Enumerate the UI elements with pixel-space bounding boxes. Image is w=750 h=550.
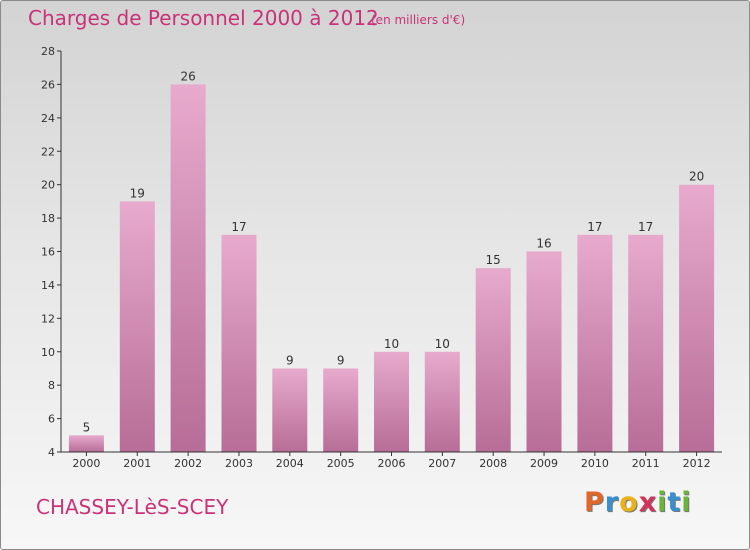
- bar-value-label: 20: [689, 170, 704, 184]
- x-tick-label: 2011: [632, 457, 660, 470]
- bar-value-label: 9: [286, 354, 294, 368]
- logo-letter: i: [657, 487, 668, 518]
- x-tick-label: 2010: [581, 457, 609, 470]
- x-tick-label: 2004: [276, 457, 304, 470]
- y-tick-label: 22: [41, 145, 55, 158]
- y-tick-label: 4: [48, 446, 55, 459]
- bar: [374, 351, 409, 453]
- bar: [221, 234, 257, 452]
- bar: [424, 351, 460, 453]
- logo-letter: P: [584, 487, 605, 518]
- bar: [526, 251, 562, 452]
- axes-group: 2000 2001 2002 2003 2004 2005 2006 2007 2008 2009…: [41, 45, 722, 470]
- x-tick-label: 2002: [174, 457, 202, 470]
- y-tick-label: 26: [41, 78, 55, 91]
- y-tick-label: 16: [41, 246, 55, 259]
- y-tick-label: 12: [41, 312, 55, 325]
- y-tick-label: 24: [41, 112, 55, 125]
- logo-letter: o: [619, 487, 639, 518]
- logo-letter: x: [638, 487, 658, 518]
- logo-letter: r: [604, 487, 620, 518]
- logo-letter: t: [667, 487, 682, 518]
- x-tick-label: 2007: [428, 457, 456, 470]
- chart-title: Charges de Personnel 2000 à 2012: [28, 6, 379, 30]
- bar: [577, 234, 613, 452]
- bar-value-label: 26: [180, 69, 195, 83]
- x-tick-label: 2001: [123, 457, 151, 470]
- bar: [170, 84, 206, 453]
- bar-value-label: 9: [337, 354, 345, 368]
- bar-value-label: 16: [536, 237, 551, 251]
- y-tick-label: 28: [41, 45, 55, 58]
- proxiti-logo: Proxiti: [584, 487, 692, 518]
- bar: [679, 184, 715, 452]
- bar-value-label: 10: [435, 337, 450, 351]
- bar: [272, 368, 308, 452]
- bar: [323, 368, 359, 452]
- y-tick-label: 6: [48, 413, 55, 426]
- x-tick-label: 2008: [479, 457, 507, 470]
- bar-value-label: 17: [638, 220, 653, 234]
- bar-value-label: 15: [486, 253, 501, 267]
- x-tick-label: 2006: [378, 457, 406, 470]
- y-tick-label: 8: [48, 379, 55, 392]
- bar-value-label: 17: [231, 220, 246, 234]
- x-tick-label: 2003: [225, 457, 253, 470]
- bar: [628, 234, 664, 452]
- x-tick-label: 2009: [530, 457, 558, 470]
- bar-value-label: 19: [130, 186, 145, 200]
- y-tick-label: 14: [41, 279, 55, 292]
- bar: [475, 268, 511, 452]
- y-tick-label: 10: [41, 346, 55, 359]
- bar-value-label: 17: [587, 220, 602, 234]
- y-tick-label: 18: [41, 212, 55, 225]
- bar-value-label: 10: [384, 337, 399, 351]
- bars-group: 5 19 26 17 9 9 10 10 15 16 17 17 20: [68, 69, 715, 453]
- x-tick-label: 2000: [72, 457, 100, 470]
- bar: [119, 201, 155, 452]
- commune-name: CHASSEY-LèS-SCEY: [36, 495, 229, 519]
- bar: [68, 435, 104, 452]
- y-tick-label: 20: [41, 179, 55, 192]
- chart-subtitle: (en milliers d'€): [371, 13, 466, 27]
- x-tick-label: 2012: [683, 457, 711, 470]
- logo-letter: i: [681, 487, 692, 518]
- x-tick-label: 2005: [327, 457, 355, 470]
- bar-value-label: 5: [83, 420, 91, 434]
